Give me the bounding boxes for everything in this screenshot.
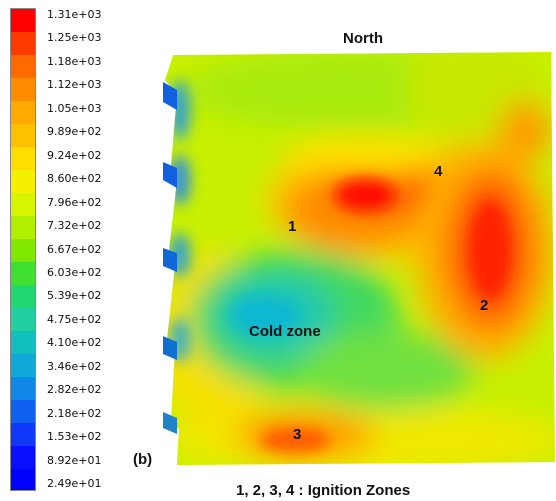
heat-core <box>230 295 300 335</box>
colorbar-swatch <box>11 78 35 102</box>
colorbar-tick-label: 2.82e+02 <box>47 383 102 397</box>
inlet <box>163 82 177 110</box>
heat-core <box>260 428 330 452</box>
colorbar-tick-label: 1.12e+03 <box>47 78 102 92</box>
colorbar-swatch <box>11 239 35 263</box>
colorbar-tick-label: 1.31e+03 <box>47 8 102 21</box>
colorbar-tick-label: 6.03e+02 <box>47 265 102 279</box>
colorbar-tick-label: 7.96e+02 <box>47 195 102 209</box>
colorbar <box>10 8 36 491</box>
colorbar-tick-label: 8.60e+02 <box>47 172 102 186</box>
colorbar-swatch <box>11 216 35 240</box>
colorbar-tick-label: 1.53e+02 <box>47 430 102 444</box>
colorbar-swatch <box>11 101 35 125</box>
colorbar-tick-label: 1.05e+03 <box>47 101 102 115</box>
colorbar-swatch <box>11 423 35 447</box>
colorbar-tick-label: 1.25e+03 <box>47 31 102 45</box>
heat-region <box>285 135 445 175</box>
zone-label-1: 1 <box>288 218 297 235</box>
zone-label-4: 4 <box>434 163 443 180</box>
colorbar-swatch <box>11 446 35 470</box>
panel-label: (b) <box>133 451 153 468</box>
temperature-heatmap <box>163 52 555 465</box>
colorbar-swatch <box>11 147 35 171</box>
north-label: North <box>343 30 383 47</box>
colorbar-tick-label: 6.67e+02 <box>47 242 102 256</box>
colorbar-tick-label: 9.24e+02 <box>47 148 102 162</box>
inlet <box>163 412 177 434</box>
heat-region <box>295 330 475 410</box>
colorbar-tick-label: 2.18e+02 <box>47 406 102 420</box>
colorbar-swatch <box>11 9 35 33</box>
inlet <box>163 248 177 272</box>
colorbar-swatch <box>11 32 35 56</box>
colorbar-swatch <box>11 285 35 309</box>
zone-label-3: 3 <box>293 426 302 443</box>
colorbar-tick-label: 8.92e+01 <box>47 453 102 467</box>
inlet <box>163 336 177 360</box>
caption: 1, 2, 3, 4 : Ignition Zones <box>236 482 411 499</box>
inlet <box>163 162 177 188</box>
heat-core <box>468 200 512 300</box>
colorbar-tick-label: 4.75e+02 <box>47 312 102 326</box>
colorbar-swatch <box>11 124 35 148</box>
colorbar-swatch <box>11 377 35 401</box>
colorbar-swatch <box>11 55 35 79</box>
colorbar-swatch <box>11 308 35 332</box>
colorbar-tick-label: 7.32e+02 <box>47 219 102 233</box>
colorbar-tick-label: 1.18e+03 <box>47 54 102 68</box>
colorbar-swatch <box>11 400 35 424</box>
colorbar-swatch <box>11 170 35 194</box>
colorbar-swatch <box>11 469 35 490</box>
colorbar-swatch <box>11 193 35 217</box>
colorbar-swatch <box>11 331 35 355</box>
zone-label-2: 2 <box>480 297 489 314</box>
colorbar-swatch <box>11 354 35 378</box>
colorbar-tick-label: 3.46e+02 <box>47 359 102 373</box>
heat-region <box>500 100 550 160</box>
colorbar-tick-label: 9.89e+02 <box>47 125 102 139</box>
colorbar-swatch <box>11 262 35 286</box>
colorbar-tick-label: 2.49e+01 <box>47 477 102 490</box>
cold-zone-label: Cold zone <box>249 323 321 340</box>
colorbar-tick-label: 5.39e+02 <box>47 289 102 303</box>
colorbar-tick-label: 4.10e+02 <box>47 336 102 350</box>
heat-core <box>335 179 395 211</box>
